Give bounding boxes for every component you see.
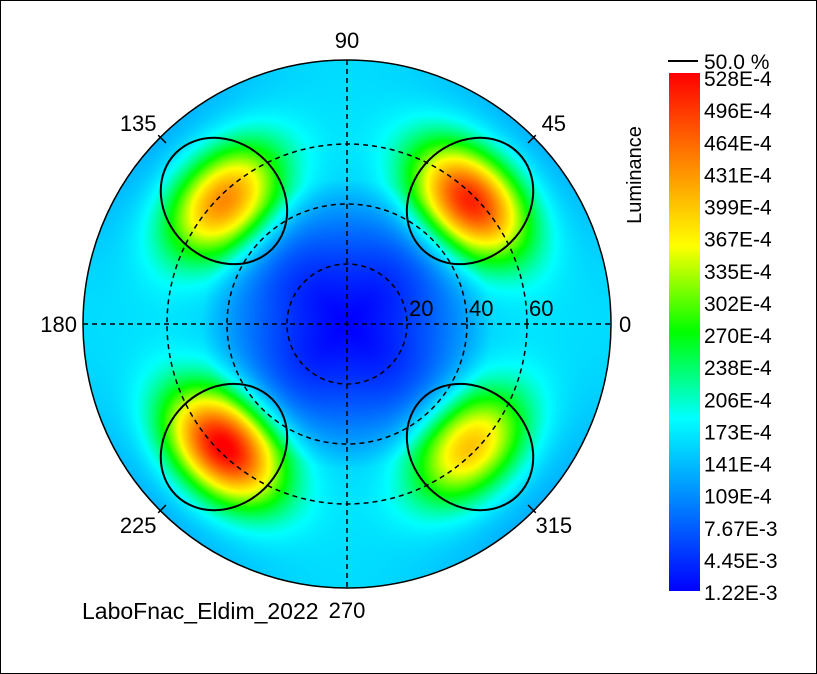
colorbar-tick-label: 141E-4 bbox=[704, 454, 772, 477]
colorbar-tick-label: 335E-4 bbox=[704, 261, 772, 284]
radial-labels: 20 40 60 bbox=[409, 296, 553, 321]
azimuth-tick bbox=[157, 134, 167, 144]
azimuth-label: 180 bbox=[40, 312, 77, 337]
azimuth-label: 45 bbox=[542, 111, 566, 136]
azimuth-label: 90 bbox=[335, 28, 359, 53]
colorbar-tick-labels: 528E-4 496E-4 464E-4 431E-4 399E-4 367E-4 335E… bbox=[704, 68, 778, 605]
colorbar-tick-label: 4.45E-3 bbox=[704, 550, 778, 573]
polar-grid bbox=[83, 60, 611, 588]
colorbar-tick-label: 431E-4 bbox=[704, 164, 772, 187]
radial-grid-circle bbox=[226, 203, 468, 445]
contour-line bbox=[405, 136, 535, 266]
azimuth-label: 0 bbox=[619, 312, 631, 337]
colorbar-tick-label: 496E-4 bbox=[704, 100, 772, 123]
colorbar-gradient bbox=[669, 73, 700, 591]
chart-caption: LaboFnac_Eldim_2022 bbox=[82, 598, 319, 624]
azimuth-tick bbox=[527, 134, 537, 144]
radial-label: 40 bbox=[469, 296, 493, 321]
colorbar-label: Luminance bbox=[624, 126, 646, 224]
azimuth-tick bbox=[157, 504, 167, 514]
contour-line bbox=[159, 382, 289, 512]
colorbar-tick-label: 173E-4 bbox=[704, 421, 772, 444]
polar-plot: 0 45 90 135 180 225 270 315 20 40 60 bbox=[40, 28, 631, 623]
contour-line bbox=[159, 136, 289, 266]
colorbar-tick-label: 7.67E-3 bbox=[704, 518, 778, 541]
colorbar-tick-label: 464E-4 bbox=[704, 132, 772, 155]
colorbar-tick-label: 238E-4 bbox=[704, 357, 772, 380]
colorbar-tick-label: 528E-4 bbox=[704, 68, 772, 91]
colorbar-tick-label: 206E-4 bbox=[704, 389, 772, 412]
azimuth-label: 135 bbox=[120, 111, 157, 136]
azimuth-labels: 0 45 90 135 180 225 270 315 bbox=[40, 28, 631, 623]
colorbar-tick-label: 302E-4 bbox=[704, 293, 772, 316]
colorbar-tick-label: 367E-4 bbox=[704, 229, 772, 252]
azimuth-label: 225 bbox=[120, 513, 157, 538]
colorbar: 50.0 % Luminance 528E-4 496E-4 464E-4 431E-… bbox=[624, 51, 778, 605]
radial-label: 60 bbox=[529, 296, 553, 321]
polar-outline bbox=[82, 59, 612, 589]
colorbar-tick-label: 399E-4 bbox=[704, 197, 772, 220]
azimuth-label: 315 bbox=[535, 513, 572, 538]
azimuth-tick bbox=[527, 504, 537, 514]
contour-legend-label: 50.0 % bbox=[704, 51, 769, 74]
contour-line bbox=[405, 382, 535, 512]
radial-label: 20 bbox=[409, 296, 433, 321]
colorbar-tick-label: 1.22E-3 bbox=[704, 582, 778, 605]
colorbar-tick-label: 109E-4 bbox=[704, 486, 772, 509]
azimuth-label: 270 bbox=[329, 598, 366, 623]
colorbar-tick-label: 270E-4 bbox=[704, 325, 772, 348]
fifty-percent-contours bbox=[159, 136, 535, 512]
